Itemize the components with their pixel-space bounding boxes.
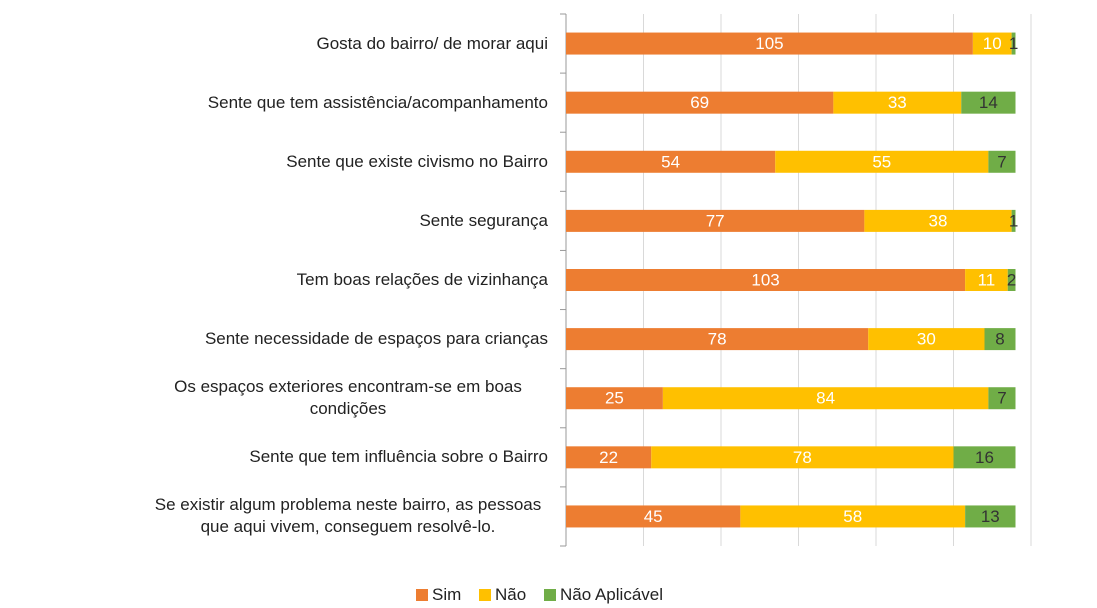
- bar-segment: [566, 91, 834, 114]
- data-label: 1: [1009, 34, 1018, 53]
- legend-swatch: [544, 589, 556, 601]
- bar-segment: [651, 446, 954, 469]
- category-label: Sente que tem assistência/acompanhamento: [207, 92, 548, 112]
- data-label: 30: [917, 330, 936, 349]
- data-label: 14: [979, 93, 998, 112]
- data-label: 45: [644, 507, 663, 526]
- legend-item: Não: [479, 585, 526, 605]
- bar-segment: [566, 209, 865, 232]
- data-label: 103: [751, 271, 779, 290]
- data-label: 69: [690, 93, 709, 112]
- data-label: 7: [997, 389, 1006, 408]
- legend-swatch: [416, 589, 428, 601]
- data-label: 54: [661, 152, 680, 171]
- bar-segment: [662, 387, 989, 410]
- data-label: 38: [929, 211, 948, 230]
- data-label: 78: [793, 448, 812, 467]
- category-label: Gosta do bairro/ de morar aqui: [316, 33, 548, 53]
- bar-segment: [988, 150, 1016, 173]
- bar-segment: [566, 505, 741, 528]
- bar-segment: [961, 91, 1016, 114]
- bar-segment: [988, 387, 1016, 410]
- bar-segment: [965, 505, 1016, 528]
- data-label: 2: [1007, 271, 1016, 290]
- legend-item: Não Aplicável: [544, 585, 663, 605]
- bar-segment: [566, 269, 966, 291]
- bar-segment: [1011, 32, 1016, 55]
- bar-segment: [864, 209, 1012, 232]
- data-label: 33: [888, 93, 907, 112]
- data-label: 13: [981, 507, 1000, 526]
- category-label: Os espaços exteriores encontram-se em bo…: [174, 377, 522, 419]
- data-label: 10: [983, 34, 1002, 53]
- bar-segment: [868, 328, 985, 351]
- category-label: Se existir algum problema neste bairro, …: [154, 495, 542, 537]
- bar-segment: [953, 446, 1016, 469]
- data-label: 7: [997, 152, 1006, 171]
- data-label: 25: [605, 389, 624, 408]
- category-label: Sente segurança: [419, 210, 548, 230]
- bar-segment: [1011, 209, 1016, 232]
- bar-segment: [566, 446, 652, 469]
- data-label: 22: [599, 448, 618, 467]
- bar-segment: [566, 387, 663, 410]
- legend-label: Não: [495, 585, 527, 604]
- bar-segment: [984, 328, 1016, 351]
- data-label: 1: [1009, 211, 1018, 230]
- bar-segment: [566, 32, 973, 55]
- data-label: 11: [978, 271, 996, 290]
- data-label: 105: [755, 34, 783, 53]
- data-label: 8: [995, 330, 1004, 349]
- bar-segment: [1007, 269, 1016, 291]
- bar-segment: [965, 269, 1008, 291]
- data-label: 55: [872, 152, 891, 171]
- data-label: 58: [843, 507, 862, 526]
- legend-label: Sim: [432, 585, 462, 604]
- category-label: Tem boas relações de vizinhança: [296, 270, 548, 289]
- bar-segment: [566, 150, 776, 173]
- bar-segment: [833, 91, 962, 114]
- data-label: 84: [816, 389, 835, 408]
- legend-item: Sim: [416, 585, 461, 605]
- legend-label: Não Aplicável: [560, 585, 664, 604]
- bar-segment: [740, 505, 966, 528]
- data-label: 78: [708, 330, 727, 349]
- data-label: 77: [706, 211, 725, 230]
- bar-segment: [566, 328, 869, 351]
- bar-segment: [972, 32, 1012, 55]
- data-label: 16: [975, 448, 994, 467]
- category-label: Sente necessidade de espaços para crianç…: [204, 329, 548, 349]
- category-label: Sente que existe civismo no Bairro: [286, 151, 548, 171]
- legend-swatch: [479, 589, 491, 601]
- category-label: Sente que tem influência sobre o Bairro: [249, 447, 548, 467]
- bar-segment: [775, 150, 989, 173]
